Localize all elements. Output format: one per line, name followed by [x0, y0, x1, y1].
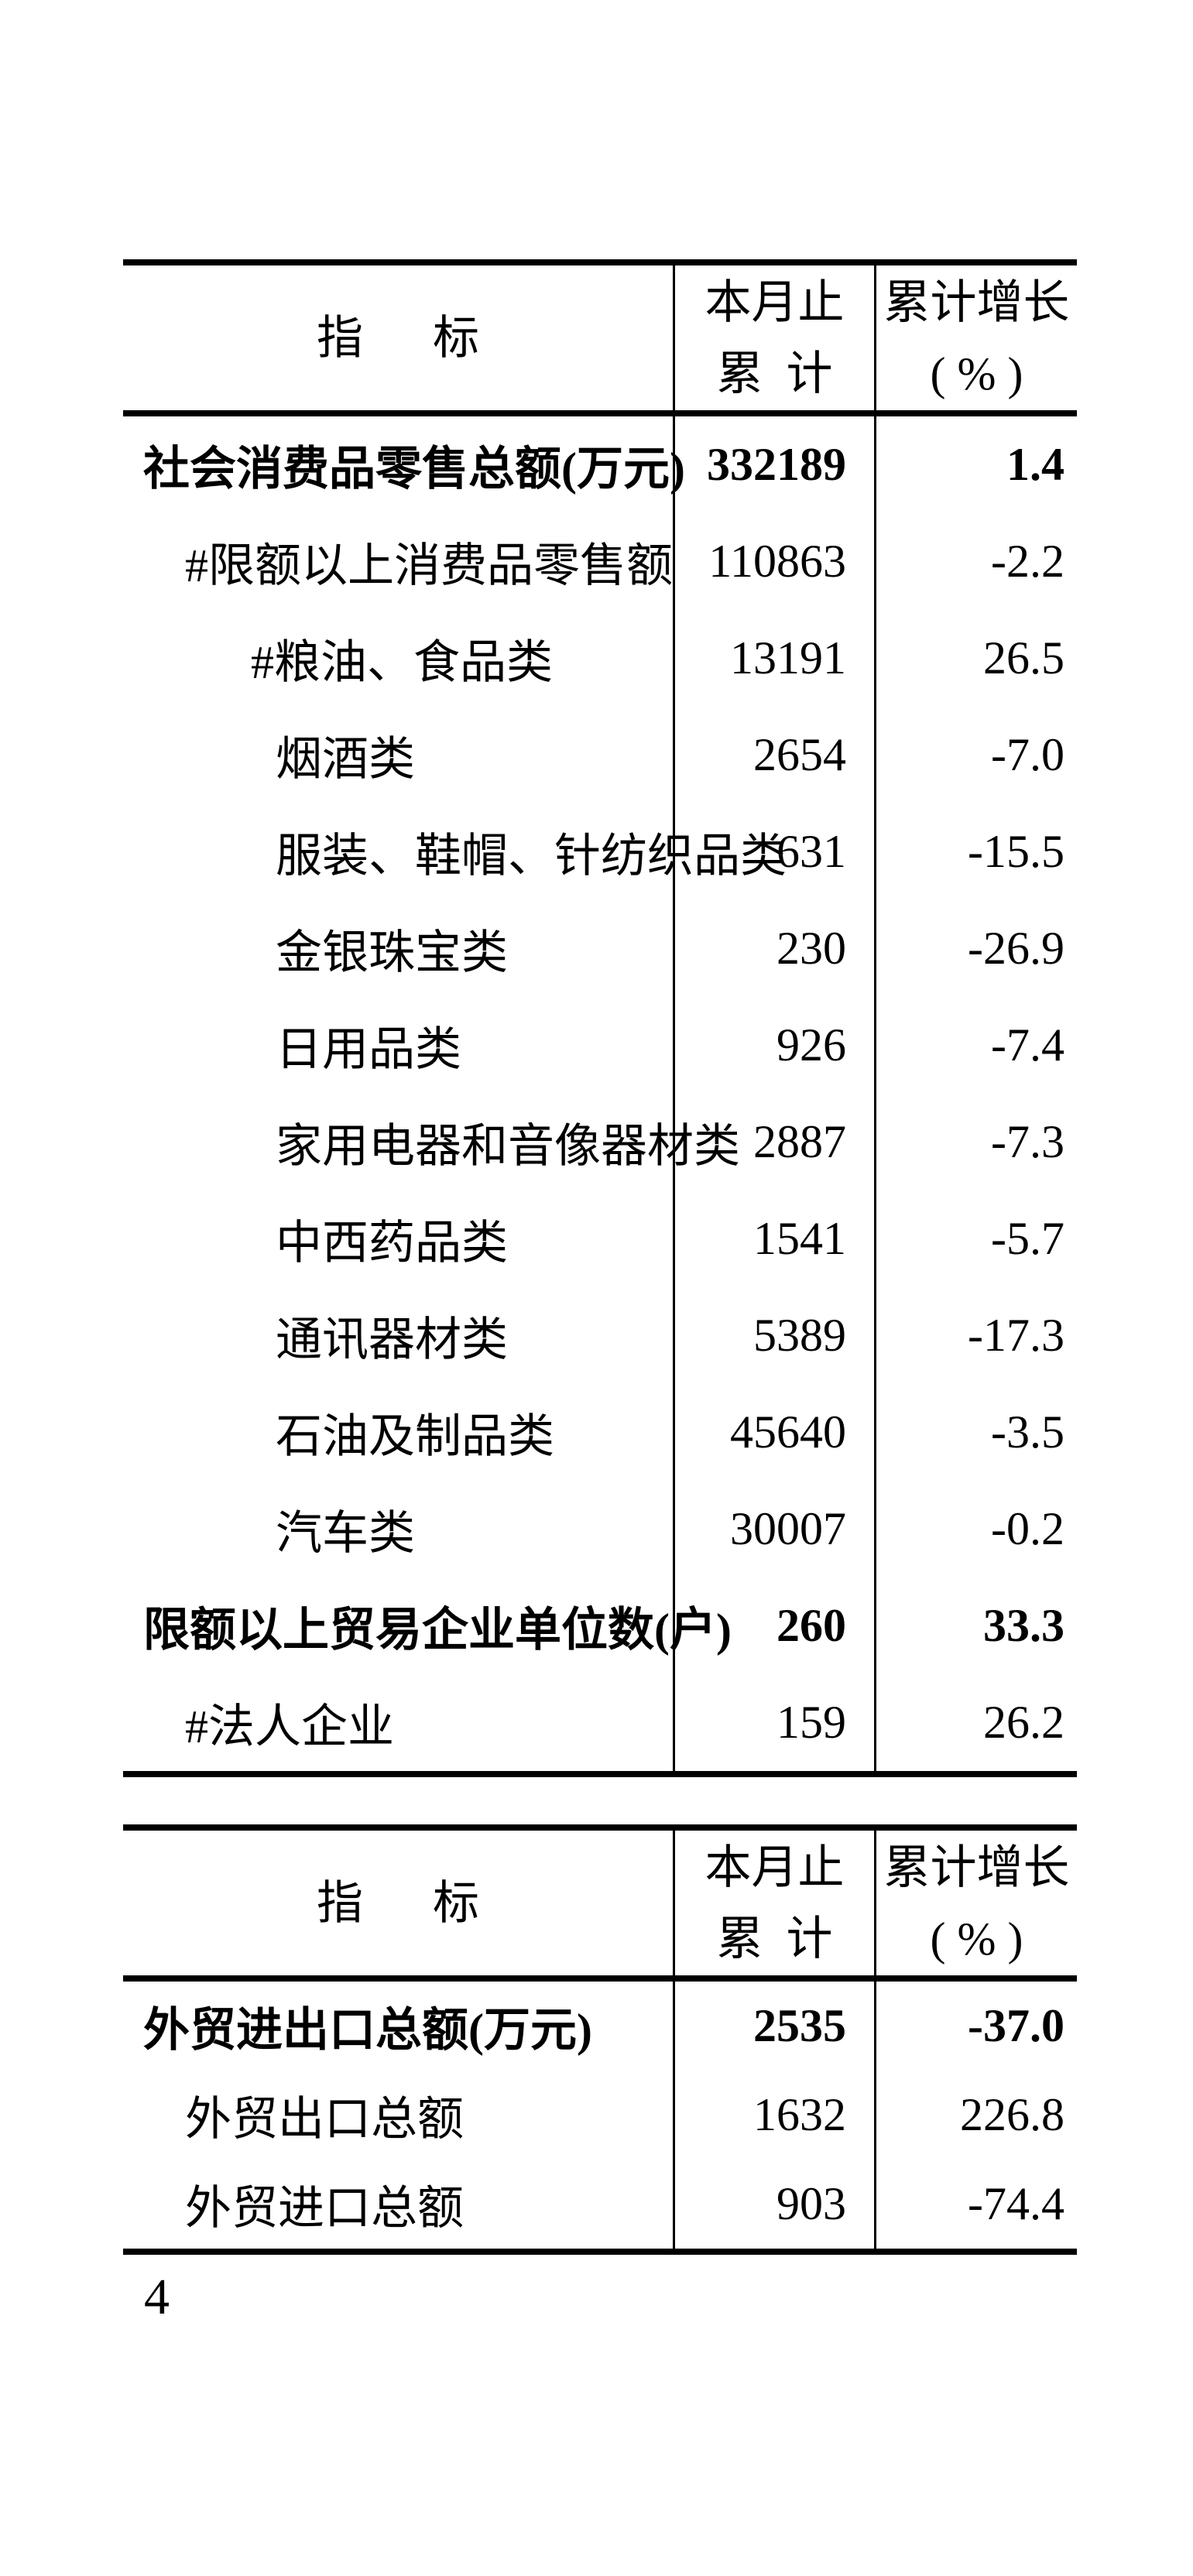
row-growth: 33.3 — [874, 1577, 1077, 1674]
table-row: 限额以上贸易企业单位数(户) 260 33.3 — [123, 1577, 1077, 1674]
header-month-to-date-line1: 本月止 — [704, 1841, 845, 1893]
table-row: 社会消费品零售总额(万元) 332189 1.4 — [123, 416, 1077, 513]
table-row: 烟酒类 2654 -7.0 — [123, 707, 1077, 803]
table-row: #法人企业 159 26.2 — [123, 1674, 1077, 1771]
row-growth: -3.5 — [874, 1384, 1077, 1481]
row-value: 1632 — [673, 2071, 874, 2160]
row-growth: -26.9 — [874, 900, 1077, 997]
row-label: 外贸进口总额 — [185, 2183, 464, 2234]
table-row: 外贸进出口总额(万元) 2535 -37.0 — [123, 1982, 1077, 2071]
row-label: 日用品类 — [276, 1024, 461, 1075]
row-growth: -7.0 — [874, 707, 1077, 803]
row-growth: -7.3 — [874, 1094, 1077, 1190]
row-label: 社会消费品零售总额(万元) — [143, 444, 685, 495]
row-label: 外贸出口总额 — [185, 2094, 464, 2145]
row-growth: -0.2 — [874, 1481, 1077, 1577]
row-label: 石油及制品类 — [276, 1411, 554, 1462]
row-label: 金银珠宝类 — [276, 927, 508, 978]
header-indicator: 指 标 — [317, 1877, 479, 1929]
row-label: #法人企业 — [185, 1701, 394, 1752]
header-month-to-date-line2: 累 计 — [716, 348, 833, 399]
row-label: 烟酒类 — [276, 734, 415, 785]
row-growth: 226.8 — [874, 2071, 1077, 2160]
row-growth: -17.3 — [874, 1287, 1077, 1384]
row-value: 1541 — [673, 1190, 874, 1287]
table-row: 石油及制品类 45640 -3.5 — [123, 1384, 1077, 1481]
header-month-to-date: 本月止 累 计 — [673, 1831, 874, 1975]
table-row: #限额以上消费品零售额 110863 -2.2 — [123, 513, 1077, 610]
table-header: 指 标 本月止 累 计 累计增长 ( % ) — [123, 1831, 1077, 1982]
row-value: 903 — [673, 2160, 874, 2249]
row-value: 260 — [673, 1577, 874, 1674]
foreign-trade-table: 指 标 本月止 累 计 累计增长 ( % ) 外贸进出口总额(万元) 2535 … — [123, 1824, 1077, 2255]
row-growth: -15.5 — [874, 803, 1077, 900]
header-month-to-date-line2: 累 计 — [716, 1913, 833, 1965]
retail-sales-table: 指 标 本月止 累 计 累计增长 ( % ) 社会消费品零售总额(万元) 332… — [123, 259, 1077, 1777]
header-cumulative-growth: 累计增长 ( % ) — [874, 265, 1077, 410]
row-value: 45640 — [673, 1384, 874, 1481]
header-month-to-date-line1: 本月止 — [704, 276, 845, 328]
row-growth: -37.0 — [874, 1982, 1077, 2071]
row-value: 926 — [673, 997, 874, 1094]
row-label: 限额以上贸易企业单位数(户) — [143, 1605, 732, 1656]
row-label: 通讯器材类 — [276, 1314, 508, 1365]
table-row: 服装、鞋帽、针纺织品类 631 -15.5 — [123, 803, 1077, 900]
row-label: 服装、鞋帽、针纺织品类 — [276, 831, 787, 882]
table-row: #粮油、食品类 13191 26.5 — [123, 610, 1077, 707]
page-number: 4 — [144, 2269, 170, 2325]
row-growth: 26.5 — [874, 610, 1077, 707]
row-growth: -5.7 — [874, 1190, 1077, 1287]
table-row: 汽车类 30007 -0.2 — [123, 1481, 1077, 1577]
table-row: 外贸进口总额 903 -74.4 — [123, 2160, 1077, 2249]
row-growth: 26.2 — [874, 1674, 1077, 1771]
row-value: 2654 — [673, 707, 874, 803]
row-value: 2535 — [673, 1982, 874, 2071]
row-value: 230 — [673, 900, 874, 997]
row-label: 中西药品类 — [276, 1218, 508, 1269]
header-cumulative-growth: 累计增长 ( % ) — [874, 1831, 1077, 1975]
header-month-to-date: 本月止 累 计 — [673, 265, 874, 410]
row-value: 159 — [673, 1674, 874, 1771]
row-label: #限额以上消费品零售额 — [185, 540, 673, 591]
table-row: 中西药品类 1541 -5.7 — [123, 1190, 1077, 1287]
row-growth: -2.2 — [874, 513, 1077, 610]
table-row: 外贸出口总额 1632 226.8 — [123, 2071, 1077, 2160]
row-label: #粮油、食品类 — [251, 637, 553, 688]
table-row: 通讯器材类 5389 -17.3 — [123, 1287, 1077, 1384]
row-growth: -74.4 — [874, 2160, 1077, 2249]
row-growth: -7.4 — [874, 997, 1077, 1094]
header-indicator: 指 标 — [317, 312, 479, 364]
row-value: 13191 — [673, 610, 874, 707]
row-value: 631 — [673, 803, 874, 900]
header-cumulative-growth-line1: 累计增长 — [883, 1841, 1070, 1893]
row-label: 汽车类 — [276, 1508, 415, 1559]
header-cumulative-growth-line2: ( % ) — [930, 348, 1023, 399]
row-value: 2887 — [673, 1094, 874, 1190]
table-row: 日用品类 926 -7.4 — [123, 997, 1077, 1094]
row-value: 30007 — [673, 1481, 874, 1577]
header-cumulative-growth-line2: ( % ) — [930, 1913, 1023, 1965]
row-value: 5389 — [673, 1287, 874, 1384]
row-value: 110863 — [673, 513, 874, 610]
row-label: 外贸进出口总额(万元) — [143, 2005, 592, 2056]
table-row: 金银珠宝类 230 -26.9 — [123, 900, 1077, 997]
table-header: 指 标 本月止 累 计 累计增长 ( % ) — [123, 265, 1077, 416]
table-row: 家用电器和音像器材类 2887 -7.3 — [123, 1094, 1077, 1190]
row-growth: 1.4 — [874, 416, 1077, 513]
row-label: 家用电器和音像器材类 — [276, 1121, 740, 1172]
row-value: 332189 — [673, 416, 874, 513]
header-cumulative-growth-line1: 累计增长 — [883, 276, 1070, 328]
